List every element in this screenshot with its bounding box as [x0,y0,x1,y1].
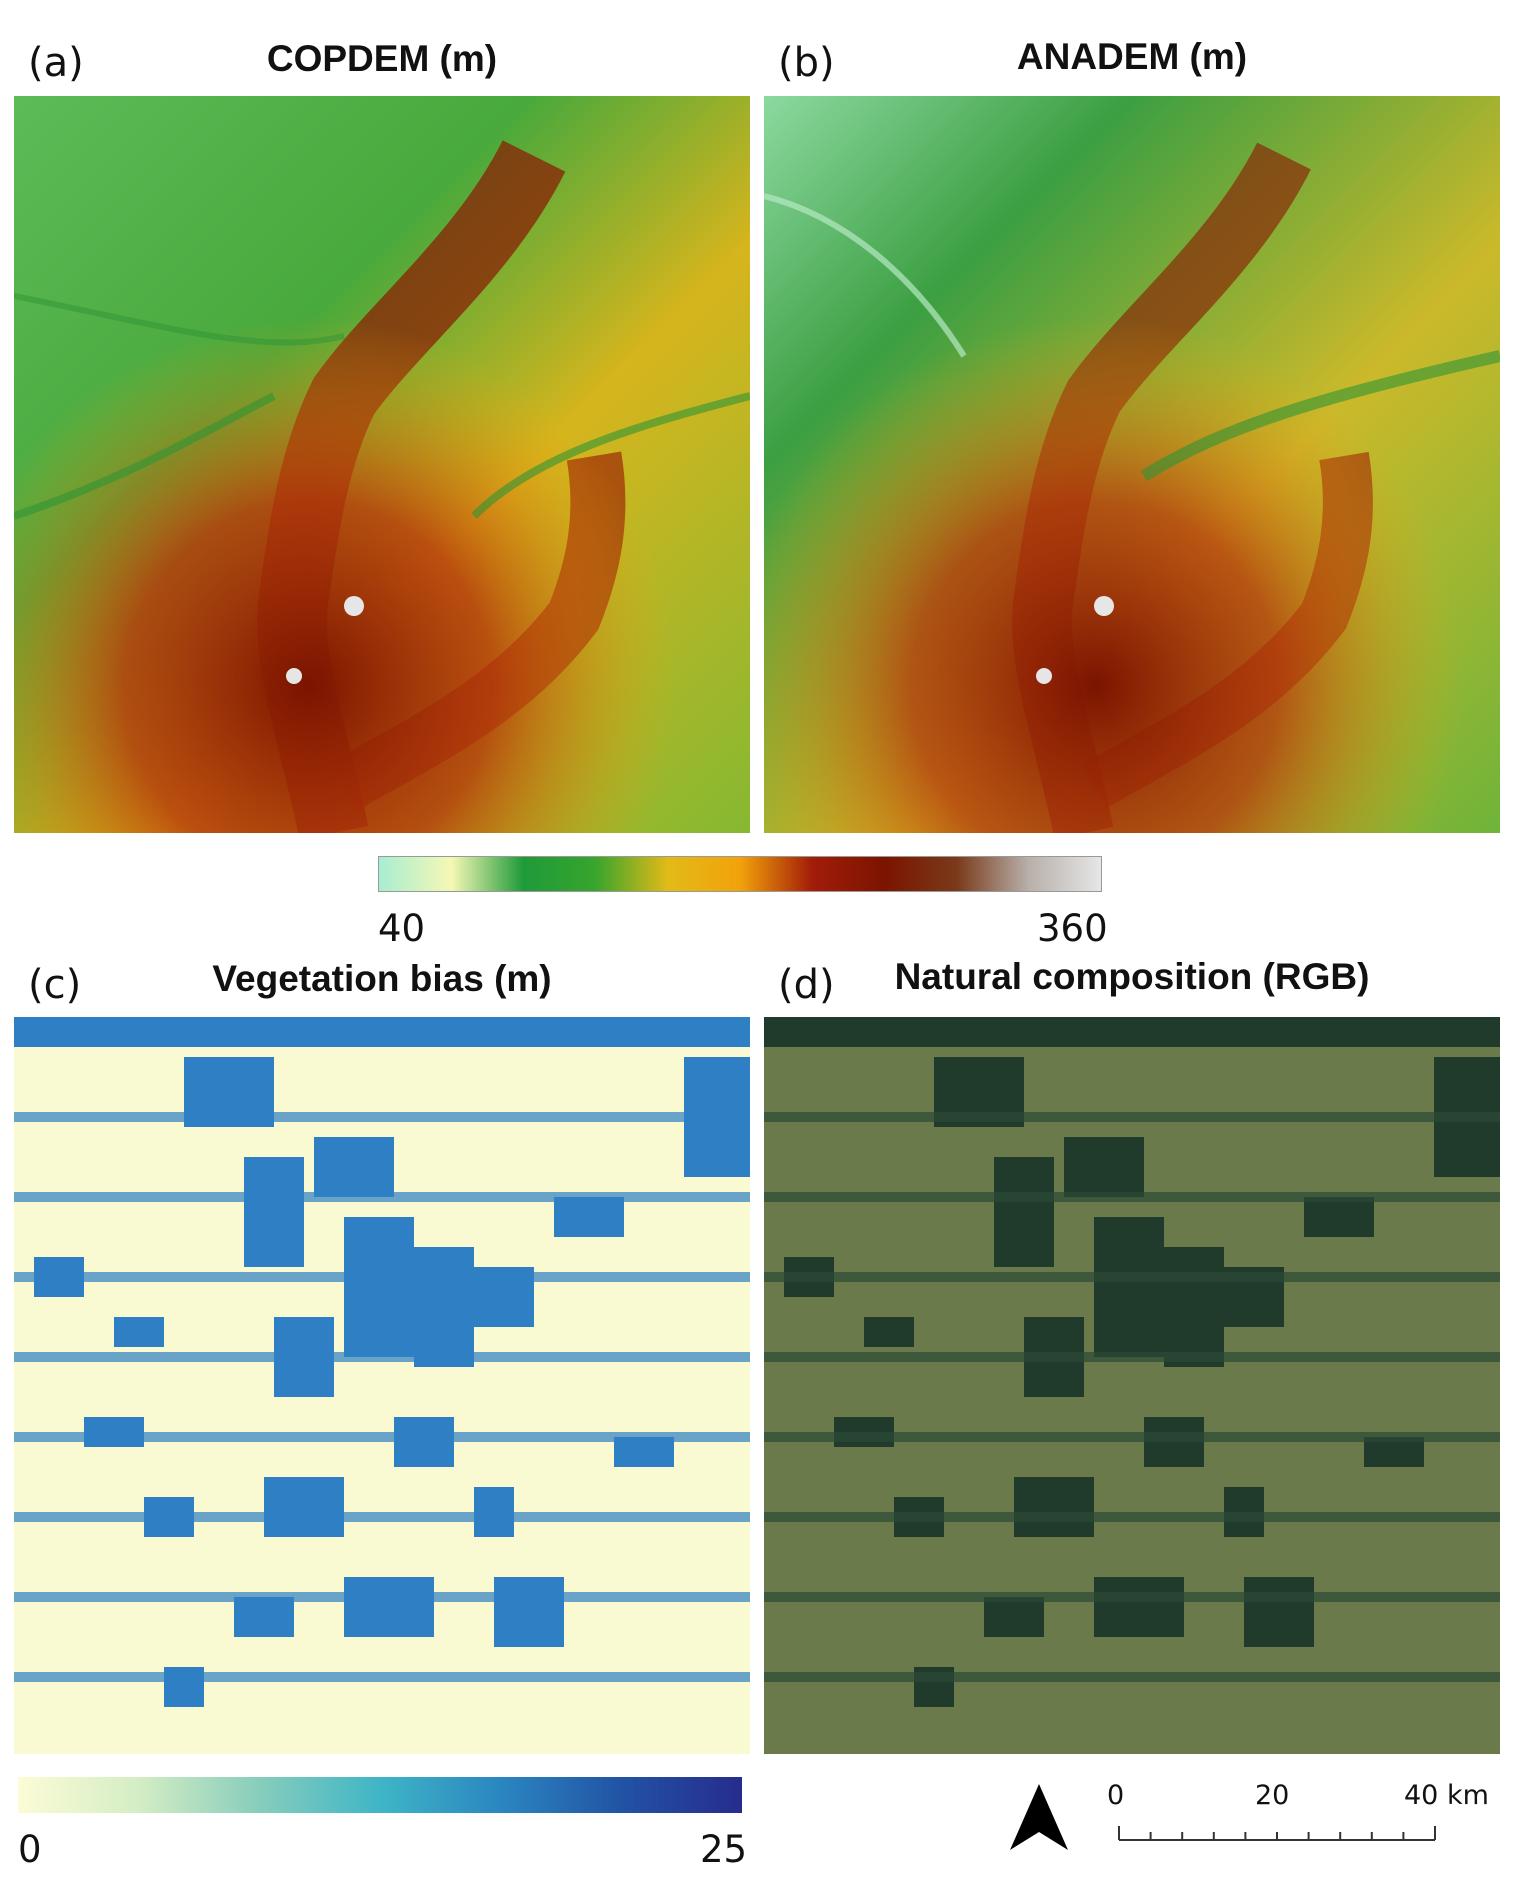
panel-c-title: Vegetation bias (m) [212,958,552,999]
elevation-colorbar-min-label: 40 [378,907,426,950]
panel-b-letter: (b) [778,40,835,86]
scale-label-40km: 40 km [1404,1780,1489,1811]
panel-a-letter: (a) [28,40,84,86]
panel-d-title: Natural composition (RGB) [894,956,1370,997]
elevation-colorbar-max-label: 360 [1037,907,1108,950]
elevation-colorbar [378,856,1102,892]
panel-a-title: COPDEM (m) [266,38,498,79]
scale-label-0: 0 [1107,1780,1125,1811]
bias-colorbar [18,1777,742,1813]
bias-colorbar-min-label: 0 [18,1828,42,1871]
vegetation-bias-map [14,1017,750,1754]
panel-b-title: ANADEM (m) [1016,36,1248,77]
copdem-map [14,96,750,833]
north-arrow-icon [1008,1782,1070,1852]
scale-bar [1118,1822,1436,1842]
bias-colorbar-max-label: 25 [700,1828,748,1871]
panel-d-letter: (d) [778,962,835,1008]
panel-c-letter: (c) [28,962,82,1008]
scale-bar-ticks [1118,1826,1436,1841]
anadem-map [764,96,1500,833]
natural-composition-map [764,1017,1500,1754]
scale-label-20: 20 [1255,1780,1290,1811]
